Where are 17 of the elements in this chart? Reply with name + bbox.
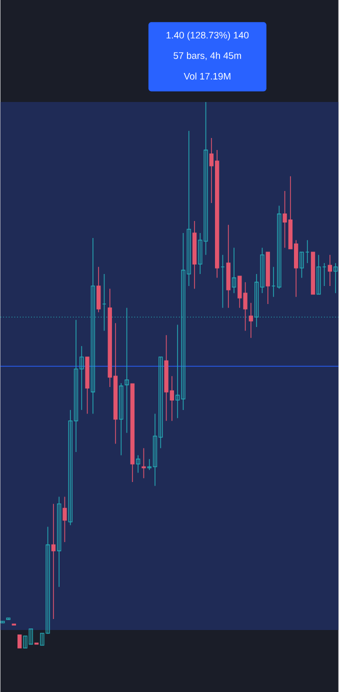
text: 1.40 (128.73%) 140 [166, 32, 249, 40]
candlestick [51, 503, 56, 620]
candlestick [119, 382, 124, 456]
candlestick [334, 262, 338, 294]
candlestick [62, 496, 67, 542]
candlestick [277, 205, 282, 290]
candlestick [142, 448, 146, 479]
candlestick [232, 247, 236, 294]
candlestick [136, 454, 140, 474]
candlestick [328, 254, 332, 286]
text: 57 bars, 4h 45m [174, 52, 242, 60]
candlestick [248, 302, 254, 338]
candlestick [18, 634, 22, 648]
candlestick [57, 496, 62, 588]
text: Vol 17.19M [184, 72, 230, 80]
candlestick [316, 254, 321, 295]
candlestick [96, 266, 101, 313]
